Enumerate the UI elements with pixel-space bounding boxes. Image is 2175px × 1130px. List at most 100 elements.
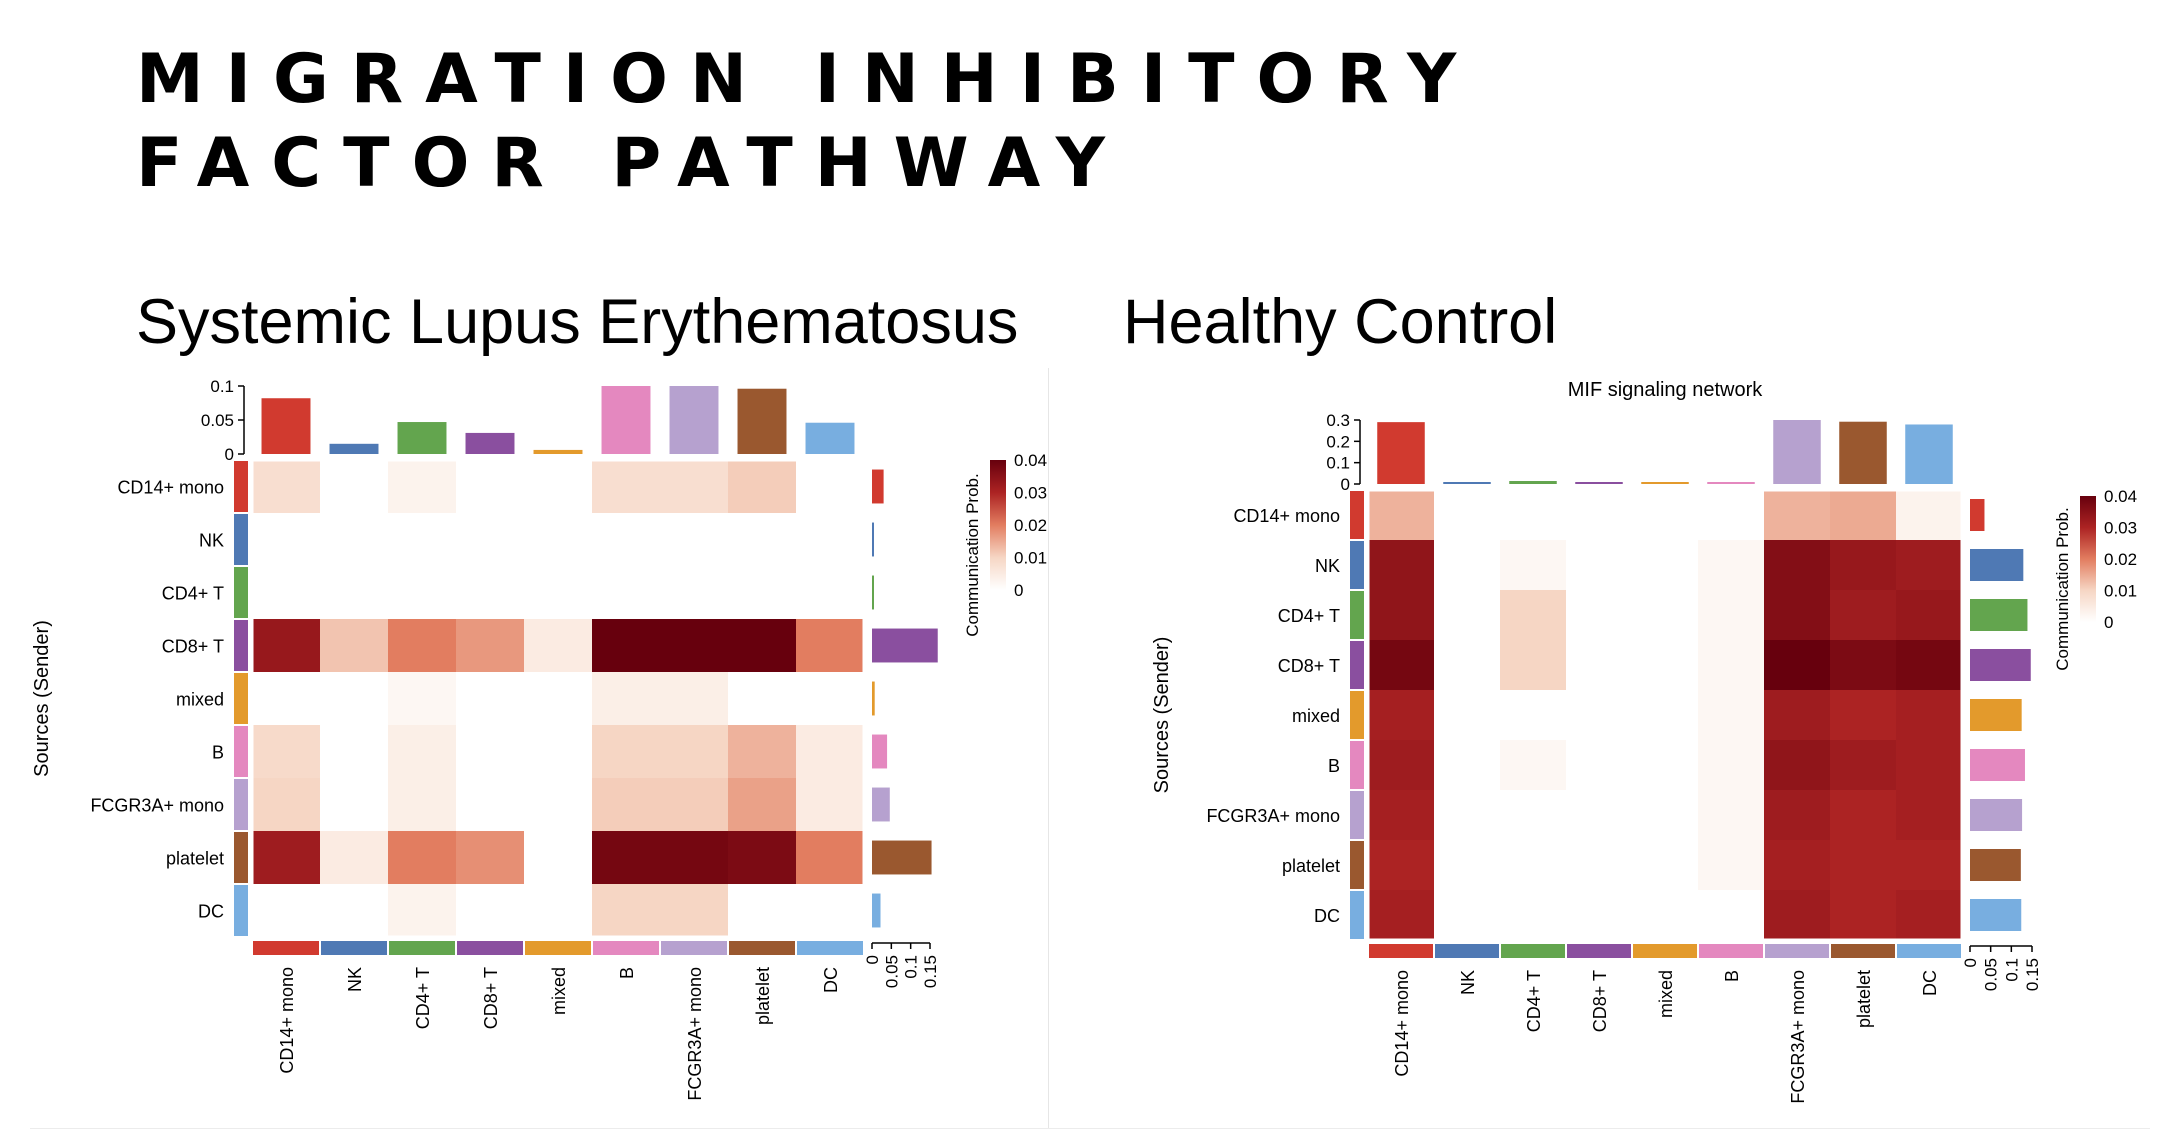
right-bar-tick-label: 0.1 [2002, 958, 2021, 982]
heatmap-cell [388, 725, 457, 779]
heatmap-cell [1830, 790, 1897, 841]
row-color-strip [1350, 691, 1364, 739]
heatmap-cell [1896, 640, 1963, 691]
heatmap-cell [1500, 890, 1567, 941]
bottom-rule [30, 1128, 2150, 1129]
legend-colorbar [990, 460, 1006, 590]
slide-title-line1: MIGRATION INHIBITORY [136, 40, 1479, 119]
col-label: DC [821, 967, 841, 993]
row-label: FCGR3A+ mono [1206, 806, 1340, 826]
heatmap-cell [796, 725, 865, 779]
heatmap-cell [252, 725, 321, 779]
heatmap-cell [1896, 840, 1963, 891]
col-label: CD4+ T [1524, 970, 1544, 1032]
row-color-strip [234, 832, 248, 883]
row-label: B [1328, 756, 1340, 776]
heatmap-cell [660, 460, 729, 514]
legend-tick-label: 0.03 [2104, 519, 2137, 538]
heatmap-cell [1896, 590, 1963, 641]
col-label: mixed [1656, 970, 1676, 1018]
heatmap-cell [1434, 790, 1501, 841]
col-color-strip [389, 941, 455, 955]
col-color-strip [1435, 944, 1499, 958]
heatmap-cell [1698, 640, 1765, 691]
heatmap-cell [456, 619, 525, 673]
top-bar [1641, 482, 1689, 484]
right-bar [1970, 649, 2031, 681]
col-color-strip [525, 941, 591, 955]
right-bar [872, 522, 874, 557]
row-label: CD14+ mono [1233, 506, 1340, 526]
row-label: CD8+ T [1278, 656, 1340, 676]
legend-tick-label: 0.01 [2104, 582, 2137, 601]
legend-tick-label: 0.02 [1014, 516, 1047, 535]
heatmap-cell [1566, 790, 1633, 841]
row-color-strip [234, 620, 248, 671]
heatmap-cell [1764, 490, 1831, 541]
col-color-strip [797, 941, 863, 955]
heatmap-cell [1830, 690, 1897, 741]
heatmap-cell [1896, 790, 1963, 841]
heatmap-cell [1368, 840, 1435, 891]
col-color-strip [457, 941, 523, 955]
legend-tick-label: 0.03 [1014, 484, 1047, 503]
heatmap-cell [388, 884, 457, 938]
heatmap-cell [1566, 640, 1633, 691]
heatmap-cell [320, 460, 389, 514]
row-label: mixed [1292, 706, 1340, 726]
panel-divider [1048, 368, 1049, 1128]
heatmap-cell [728, 778, 797, 832]
legend-title: Communication Prob. [2053, 507, 2072, 670]
right-bar [1970, 549, 2024, 581]
heatmap-cell [1764, 690, 1831, 741]
heatmap-cell [592, 778, 661, 832]
top-bar-tick-label: 0 [225, 445, 234, 464]
col-label: platelet [1854, 970, 1874, 1028]
heatmap-cell [252, 513, 321, 567]
heatmap-cell [1632, 690, 1699, 741]
col-color-strip [1369, 944, 1433, 958]
col-label: CD8+ T [481, 967, 501, 1029]
right-bar-tick-label: 0 [863, 955, 882, 964]
top-bar-tick-label: 0.1 [1326, 454, 1350, 473]
heatmap-cell [1566, 840, 1633, 891]
heatmap-cell [796, 778, 865, 832]
heatmap-cell [1566, 540, 1633, 591]
heatmap-cell [1368, 690, 1435, 741]
heatmap-cell [1764, 840, 1831, 891]
heatmap-cell [592, 513, 661, 567]
row-label: platelet [1282, 856, 1340, 876]
row-label: platelet [166, 849, 224, 869]
right-bar [872, 734, 888, 769]
heatmap-cell [252, 619, 321, 673]
heatmap-cell [1764, 540, 1831, 591]
heatmap-cell [1434, 690, 1501, 741]
heatmap-cell [456, 513, 525, 567]
legend-tick-label: 0.01 [1014, 549, 1047, 568]
right-bar-tick-label: 0.15 [921, 955, 940, 988]
row-color-strip [1350, 891, 1364, 939]
right-bar [1970, 849, 2021, 881]
heatmap-cell [796, 460, 865, 514]
top-bar [533, 449, 583, 454]
top-bar-tick-label: 0.05 [201, 411, 234, 430]
row-label: DC [1314, 906, 1340, 926]
heatmap-cell [1434, 840, 1501, 891]
slide-title: MIGRATION INHIBITORY FACTOR PATHWAY [136, 38, 1478, 206]
col-color-strip [593, 941, 659, 955]
right-bar [872, 575, 874, 610]
heatmap-cell [524, 513, 593, 567]
row-color-strip [234, 885, 248, 936]
col-label: NK [1458, 970, 1478, 995]
heatmap-cell [1830, 640, 1897, 691]
heatmap-cell [592, 672, 661, 726]
heatmap-cell [1500, 490, 1567, 541]
heatmap-cell [252, 566, 321, 620]
heatmap-cell [1698, 540, 1765, 591]
col-label: B [617, 967, 637, 979]
heatmap-cell [1566, 490, 1633, 541]
heatmap-cell [796, 513, 865, 567]
heatmap-cell [388, 778, 457, 832]
heatmap-cell [1632, 740, 1699, 791]
heatmap-cell [796, 884, 865, 938]
